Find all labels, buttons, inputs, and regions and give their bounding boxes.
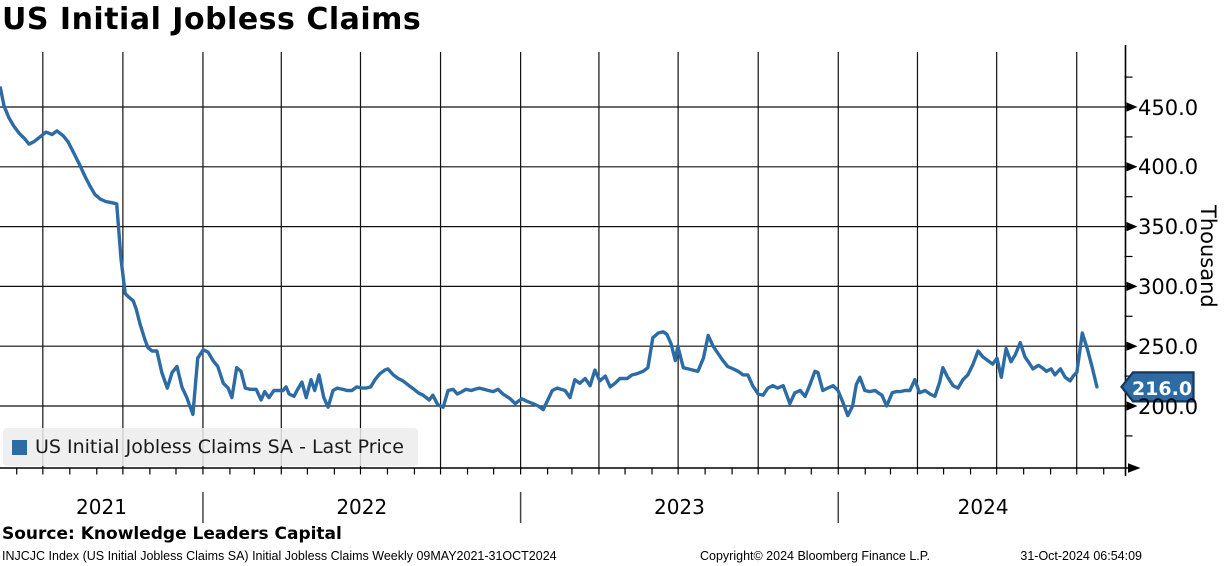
legend-label: US Initial Jobless Claims SA - Last Pric… [35, 436, 404, 458]
x-axis-year-label: 2022 [336, 495, 388, 519]
y-axis-unit-label: Thousand [1196, 205, 1220, 308]
y-axis-tick-label: 200.0 [1138, 394, 1199, 419]
x-axis-year-label: 2024 [957, 495, 1009, 519]
last-price-badge: 216.0 [1131, 378, 1193, 400]
y-axis-tick-label: 400.0 [1138, 155, 1199, 180]
x-axis-year-label: 2023 [653, 495, 705, 519]
footer-timestamp: 31-Oct-2024 06:54:09 [1020, 549, 1142, 563]
y-axis-tick-label: 250.0 [1138, 334, 1199, 359]
footer-security-info: INJCJC Index (US Initial Jobless Claims … [2, 549, 557, 563]
footer-copyright: Copyright© 2024 Bloomberg Finance L.P. [700, 549, 930, 563]
x-axis-year-label: 2021 [76, 495, 127, 519]
y-axis-tick-label: 300.0 [1138, 274, 1199, 299]
page-title: US Initial Jobless Claims [2, 2, 422, 37]
y-axis-tick-label: 450.0 [1138, 95, 1199, 120]
legend: US Initial Jobless Claims SA - Last Pric… [3, 428, 418, 466]
series-marker-icon [12, 440, 27, 455]
source-line: Source: Knowledge Leaders Capital [2, 524, 342, 544]
y-axis-tick-label: 350.0 [1138, 215, 1199, 240]
